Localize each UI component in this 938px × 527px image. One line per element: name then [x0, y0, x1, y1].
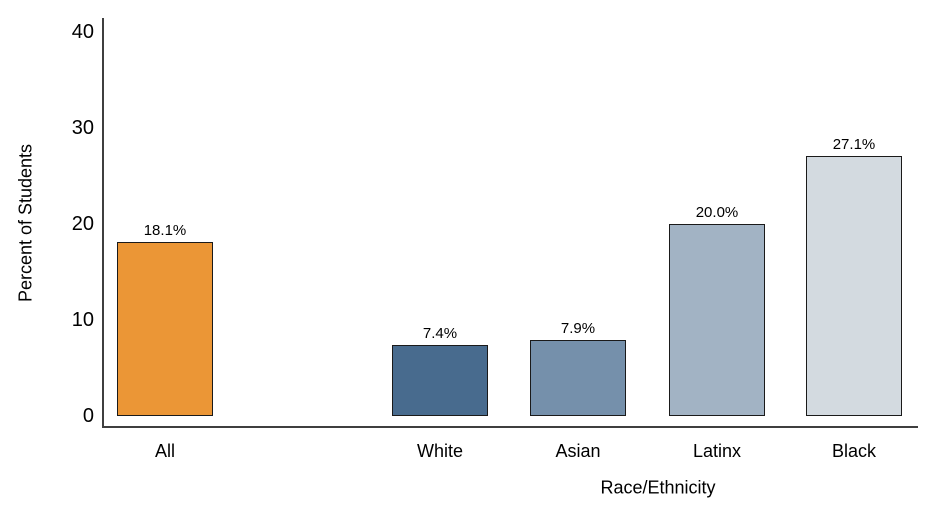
x-category-label-latinx: Latinx: [692, 441, 742, 461]
bar-value-label-all: 18.1%: [143, 222, 187, 240]
bar-all: [117, 242, 213, 416]
y-tick-label-40: 40: [71, 21, 94, 43]
x-axis-title: Race/Ethnicity: [600, 477, 716, 498]
bar-black: [806, 155, 902, 416]
bar-latinx: [669, 224, 765, 416]
y-axis-title: Percent of Students: [15, 143, 36, 303]
bar-value-label-asian: 7.9%: [560, 320, 596, 338]
y-tick-label-10: 10: [71, 309, 94, 331]
x-category-label-all: All: [154, 441, 175, 461]
bar-value-label-black: 27.1%: [832, 135, 876, 153]
bar-value-label-white: 7.4%: [422, 324, 458, 342]
y-axis-line: [102, 18, 104, 428]
x-axis-line: [102, 426, 918, 428]
bar-white: [392, 344, 488, 416]
bar-asian: [530, 340, 626, 416]
x-category-label-white: White: [416, 441, 463, 461]
y-tick-label-30: 30: [71, 117, 94, 139]
x-category-label-black: Black: [831, 441, 876, 461]
bar-value-label-latinx: 20.0%: [695, 204, 739, 221]
y-tick-label-20: 20: [71, 213, 94, 235]
x-category-label-asian: Asian: [555, 441, 601, 461]
y-tick-label-0: 0: [82, 405, 94, 427]
